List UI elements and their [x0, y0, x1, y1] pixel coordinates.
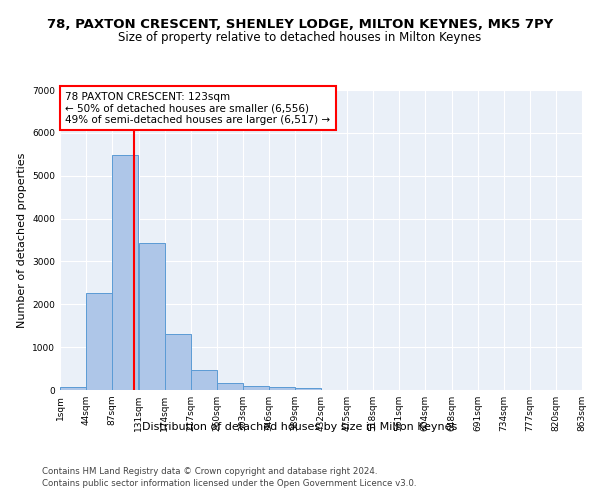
Text: Contains HM Land Registry data © Crown copyright and database right 2024.: Contains HM Land Registry data © Crown c… — [42, 467, 377, 476]
Text: Contains public sector information licensed under the Open Government Licence v3: Contains public sector information licen… — [42, 478, 416, 488]
Bar — [112, 155, 138, 390]
Text: Distribution of detached houses by size in Milton Keynes: Distribution of detached houses by size … — [142, 422, 458, 432]
Bar — [243, 386, 269, 390]
Bar — [295, 388, 321, 390]
Text: 78, PAXTON CRESCENT, SHENLEY LODGE, MILTON KEYNES, MK5 7PY: 78, PAXTON CRESCENT, SHENLEY LODGE, MILT… — [47, 18, 553, 30]
Bar — [86, 292, 112, 390]
Bar — [60, 387, 86, 390]
Text: Size of property relative to detached houses in Milton Keynes: Size of property relative to detached ho… — [118, 31, 482, 44]
Text: 78 PAXTON CRESCENT: 123sqm
← 50% of detached houses are smaller (6,556)
49% of s: 78 PAXTON CRESCENT: 123sqm ← 50% of deta… — [65, 92, 331, 124]
Y-axis label: Number of detached properties: Number of detached properties — [17, 152, 26, 328]
Bar — [191, 370, 217, 390]
Bar — [269, 388, 295, 390]
Bar — [217, 383, 243, 390]
Bar — [165, 334, 191, 390]
Bar — [139, 242, 165, 390]
